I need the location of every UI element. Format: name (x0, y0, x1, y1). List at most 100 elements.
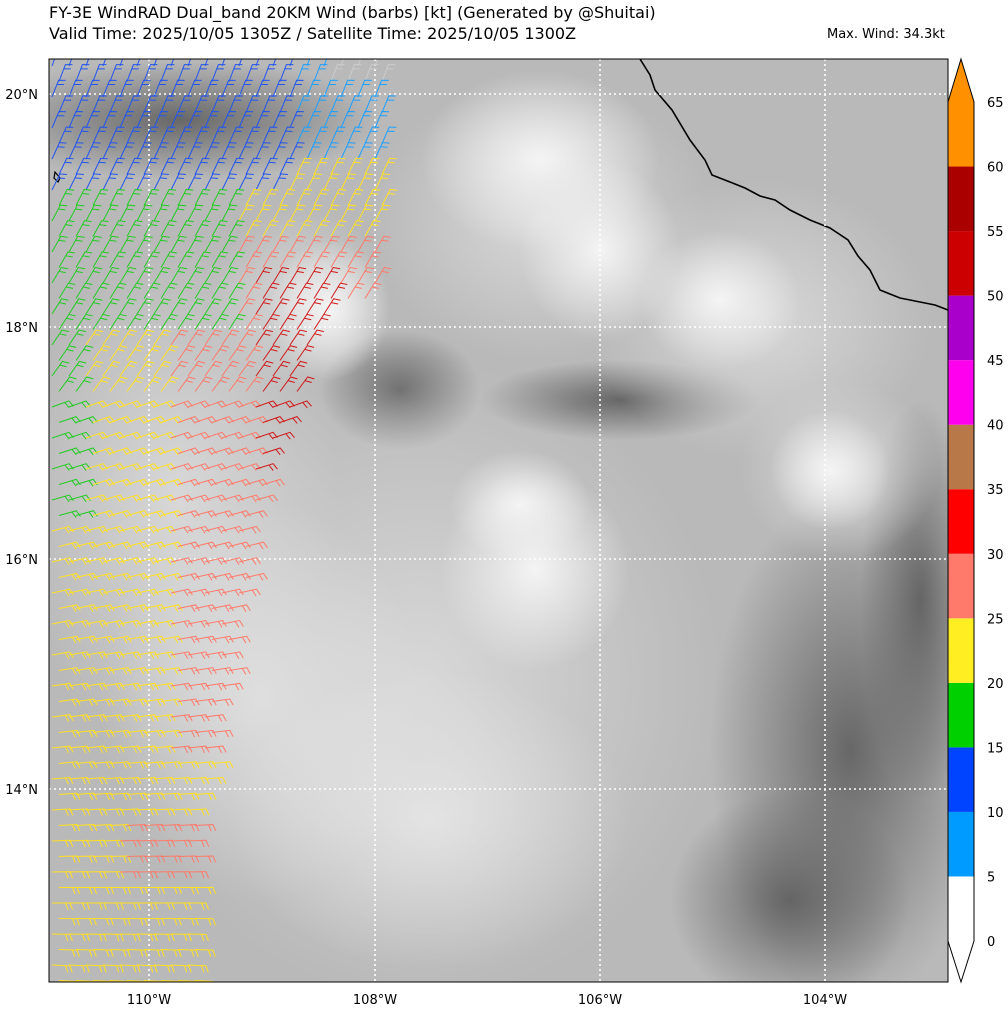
wind-barb (211, 251, 229, 268)
wind-barb (170, 463, 193, 471)
colorbar-tick-labels: 0 5 10 15 20 25 30 35 40 45 50 55 60 65 (987, 96, 1004, 950)
wind-barb (194, 251, 212, 268)
wind-barb (92, 635, 115, 644)
wind-barb (68, 142, 84, 160)
wind-barb (160, 376, 179, 392)
wind-barb (177, 251, 195, 268)
wind-barb (51, 588, 74, 597)
wind-barb (204, 204, 221, 222)
wind-barb (289, 59, 294, 67)
wind-barb (357, 142, 373, 160)
wind-barb (255, 79, 270, 98)
lon-label-106w: 106°W (578, 993, 622, 1008)
wind-barb (136, 682, 159, 691)
coastline (639, 59, 948, 311)
wind-barb (296, 345, 315, 361)
wind-barb (51, 79, 66, 98)
wind-barb (296, 188, 313, 206)
wind-barb (313, 251, 331, 268)
wind-barb (177, 282, 195, 299)
wind-barb (170, 714, 193, 722)
wind-barb (102, 463, 125, 471)
wind-barb (228, 251, 246, 268)
wind-barb (92, 447, 115, 456)
wind-barb (136, 360, 155, 377)
wind-barb (51, 142, 67, 160)
wind-barb (75, 220, 92, 237)
wind-barb (177, 824, 200, 832)
wind-barb (136, 298, 154, 315)
wind-barb (109, 95, 124, 113)
wind-barb (296, 313, 314, 330)
wind-barb (75, 824, 98, 832)
wind-barb (279, 313, 297, 330)
wind-barb (92, 157, 108, 175)
wind-barb (194, 886, 217, 895)
wind-barb (245, 345, 264, 361)
wind-barb (306, 59, 311, 67)
wind-barb (92, 313, 110, 330)
colorbar-tick-label: 15 (987, 741, 1004, 756)
wind-barb (238, 235, 255, 253)
wind-barb (194, 949, 216, 957)
wind-barb (85, 619, 108, 628)
wind-barb (381, 157, 397, 175)
wind-barb (187, 714, 210, 722)
wind-barb (306, 298, 324, 315)
wind-barb (109, 855, 132, 863)
wind-barb (187, 79, 202, 98)
colorbar-segment (948, 231, 974, 296)
wind-barb (204, 619, 227, 628)
wind-barb (68, 619, 91, 628)
wind-barb (136, 588, 159, 597)
wind-barb (119, 173, 135, 191)
wind-barb (75, 447, 98, 456)
wind-barb (153, 400, 176, 409)
wind-barb (85, 776, 108, 785)
wind-barb (143, 698, 166, 707)
wind-barb (51, 329, 69, 346)
wind-barb (126, 188, 143, 206)
wind-barb (289, 266, 307, 284)
wind-barb (109, 824, 132, 832)
wind-barb (160, 824, 183, 832)
wind-barb (85, 745, 108, 754)
wind-barb (102, 839, 125, 848)
wind-barb (58, 345, 77, 361)
wind-barb (170, 588, 193, 597)
wind-barb (160, 64, 175, 82)
wind-barb (126, 698, 149, 707)
wind-barb (170, 142, 186, 160)
wind-barb (279, 416, 302, 424)
wind-barb (153, 329, 171, 346)
wind-barb (92, 126, 108, 144)
wind-barb (204, 714, 227, 722)
colorbar-tick-label: 25 (987, 612, 1004, 627)
wind-barb (153, 431, 176, 440)
wind-barb (119, 682, 142, 691)
wind-barb (238, 266, 256, 284)
wind-barb (194, 64, 209, 82)
wind-barb (255, 204, 272, 222)
wind-barb (136, 776, 159, 785)
wind-barb (102, 360, 121, 377)
wind-barb (68, 360, 87, 377)
wind-barb (85, 714, 108, 722)
colorbar-segment (948, 166, 974, 232)
wind-barb (153, 839, 176, 848)
wind-barb (238, 110, 254, 129)
wind-barb (126, 604, 149, 612)
wind-barb (92, 220, 109, 237)
wind-barb (238, 463, 261, 471)
wind-barb (272, 79, 287, 98)
wind-barb (126, 282, 144, 299)
wind-barb (75, 604, 98, 612)
wind-barb (262, 282, 280, 299)
wind-barb (211, 416, 234, 424)
wind-barb (153, 360, 172, 377)
wind-barb (109, 729, 132, 738)
wind-barb (153, 745, 176, 754)
wind-barb (211, 95, 226, 113)
wind-barb (330, 282, 348, 299)
wind-barb (221, 235, 238, 253)
